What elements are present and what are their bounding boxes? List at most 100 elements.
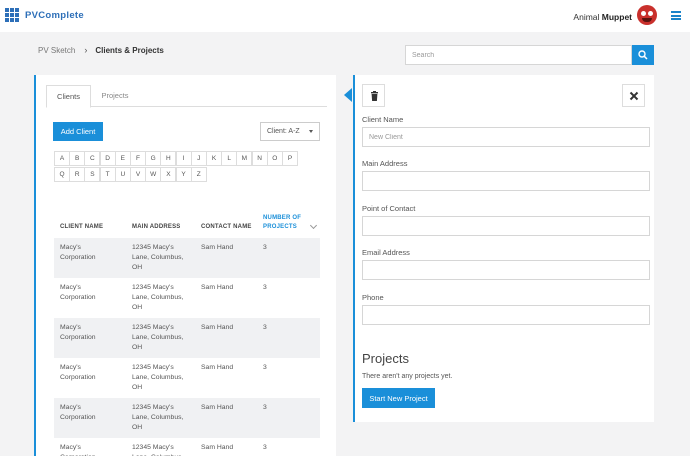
main-address-field[interactable] <box>362 171 650 191</box>
main-address-cell-line: Lane, Columbus, <box>132 294 184 301</box>
tab-projects[interactable]: Projects <box>101 91 129 100</box>
letter-filter-w[interactable]: W <box>145 167 162 182</box>
breadcrumb-parent[interactable]: PV Sketch <box>38 45 76 55</box>
contact-name-cell-line: Sam Hand <box>201 444 234 451</box>
letter-filter-h[interactable]: H <box>160 151 177 166</box>
main-address-cell-line: OH <box>132 264 143 271</box>
email-address-field[interactable] <box>362 260 650 280</box>
client-name-cell: Macy's Corporation <box>60 403 96 423</box>
trash-icon <box>371 91 378 101</box>
column-header-projects-line2[interactable]: PROJECTS <box>263 224 297 230</box>
main-address-cell-line: OH <box>132 304 143 311</box>
add-client-button[interactable]: Add Client <box>53 122 103 141</box>
letter-filter-j[interactable]: J <box>190 151 207 166</box>
avatar[interactable] <box>637 5 657 25</box>
letter-filter-n[interactable]: N <box>251 151 268 166</box>
caret-down-icon <box>309 130 313 133</box>
letter-filter-z[interactable]: Z <box>190 167 207 182</box>
start-new-project-button[interactable]: Start New Project <box>362 388 435 408</box>
project-count-cell-line: 3 <box>263 284 267 291</box>
letter-filter-x[interactable]: X <box>160 167 177 182</box>
grid-logo-icon <box>5 8 21 22</box>
table-row[interactable]: Macy's Corporation 12345 Macy's Lane, Colum… <box>54 318 320 358</box>
client-detail-panel: Client Name Main Address Point of Contac… <box>353 75 654 422</box>
letter-filter-r[interactable]: R <box>69 167 86 182</box>
main-address-cell-line: Lane, Columbus, <box>132 334 184 341</box>
letter-filter-s[interactable]: S <box>84 167 101 182</box>
letter-filter-i[interactable]: I <box>175 151 192 166</box>
table-row[interactable]: Macy's Corporation 12345 Macy's Lane, Colum… <box>54 278 320 318</box>
column-header-client[interactable]: CLIENT NAME <box>60 224 104 230</box>
user-name[interactable]: Animal Muppet <box>573 12 632 22</box>
table-row[interactable]: Macy's Corporation 12345 Macy's Lane, Colum… <box>54 398 320 438</box>
main-address-cell-line: Lane, Columbus, <box>132 254 184 261</box>
letter-filter-p[interactable]: P <box>282 151 298 166</box>
letter-filter-v[interactable]: V <box>130 167 146 182</box>
tab-clients[interactable]: Clients <box>46 85 91 108</box>
client-name-cell: Macy's Corporation <box>60 443 96 456</box>
main-address-cell: 12345 Macy's Lane, Columbus, OH <box>132 363 183 393</box>
main-address-cell-line: Lane, Columbus, <box>132 414 184 421</box>
letter-filter-u[interactable]: U <box>114 167 131 182</box>
phone-field[interactable] <box>362 305 650 325</box>
sort-select-value: Client: A-Z <box>267 128 300 135</box>
letter-filter-b[interactable]: B <box>69 151 86 166</box>
letter-filter-m[interactable]: M <box>236 151 253 166</box>
hamburger-menu-icon[interactable] <box>671 11 681 20</box>
contact-name-cell: Sam Hand <box>201 323 233 333</box>
letter-filter-c[interactable]: C <box>84 151 101 166</box>
table-row[interactable]: Macy's Corporation 12345 Macy's Lane, Colum… <box>54 358 320 398</box>
project-count-cell-line: 3 <box>263 244 267 251</box>
letter-filter-k[interactable]: K <box>206 151 222 166</box>
contact-name-cell: Sam Hand <box>201 283 233 293</box>
search-input[interactable] <box>405 45 632 65</box>
breadcrumb-current: Clients & Projects <box>95 45 164 55</box>
sort-select[interactable]: Client: A-Z <box>260 122 320 141</box>
column-header-contact[interactable]: CONTACT NAME <box>201 224 252 230</box>
letter-filter-e[interactable]: E <box>114 151 131 166</box>
letter-filter-q[interactable]: Q <box>54 167 70 182</box>
point-of-contact-label: Point of Contact <box>362 204 416 213</box>
delete-button[interactable] <box>362 84 385 107</box>
top-bar: PVComplete Animal Muppet <box>0 0 690 32</box>
main-address-cell: 12345 Macy's Lane, Columbus, OH <box>132 243 183 273</box>
tab-bar: Clients Projects <box>46 85 327 108</box>
client-name-cell-line: Corporation <box>60 414 96 421</box>
chevron-right-icon: › <box>84 45 88 55</box>
letter-filter-a[interactable]: A <box>54 151 70 166</box>
table-row[interactable]: Macy's Corporation 12345 Macy's Lane, Colum… <box>54 438 320 456</box>
letter-filter-t[interactable]: T <box>99 167 116 182</box>
client-name-cell: Macy's Corporation <box>60 243 96 263</box>
main-address-cell-line: OH <box>132 424 143 431</box>
contact-name-cell: Sam Hand <box>201 443 233 453</box>
search-icon <box>638 50 648 60</box>
letter-filter-d[interactable]: D <box>99 151 116 166</box>
table-row[interactable]: Macy's Corporation 12345 Macy's Lane, Colum… <box>54 238 320 278</box>
project-count-cell-line: 3 <box>263 364 267 371</box>
client-name-cell: Macy's Corporation <box>60 283 96 303</box>
contact-name-cell-line: Sam Hand <box>201 244 234 251</box>
close-button[interactable] <box>622 84 645 107</box>
letter-filter-o[interactable]: O <box>266 151 283 166</box>
client-name-cell-line: Corporation <box>60 254 96 261</box>
logo-text: PVComplete <box>25 9 84 21</box>
column-header-projects-line1[interactable]: NUMBER OF <box>263 215 302 221</box>
main-address-cell: 12345 Macy's Lane, Columbus, OH <box>132 403 183 433</box>
project-count-cell: 3 <box>263 323 267 333</box>
main-address-cell-line: 12345 Macy's <box>132 444 174 451</box>
main-address-cell: 12345 Macy's Lane, Columbus, OH <box>132 283 183 313</box>
logo[interactable]: PVComplete <box>5 8 84 22</box>
letter-filter-y[interactable]: Y <box>175 167 192 182</box>
client-name-cell-line: Corporation <box>60 334 96 341</box>
client-name-field[interactable] <box>362 127 650 147</box>
client-name-cell-line: Corporation <box>60 294 96 301</box>
letter-filter-g[interactable]: G <box>145 151 162 166</box>
project-count-cell-line: 3 <box>263 444 267 451</box>
letter-filter-f[interactable]: F <box>130 151 146 166</box>
client-name-label: Client Name <box>362 115 404 124</box>
chevron-down-icon[interactable] <box>309 221 318 230</box>
point-of-contact-field[interactable] <box>362 216 650 236</box>
letter-filter-l[interactable]: L <box>221 151 238 166</box>
search-button[interactable] <box>632 45 654 65</box>
column-header-address[interactable]: MAIN ADDRESS <box>132 224 181 230</box>
